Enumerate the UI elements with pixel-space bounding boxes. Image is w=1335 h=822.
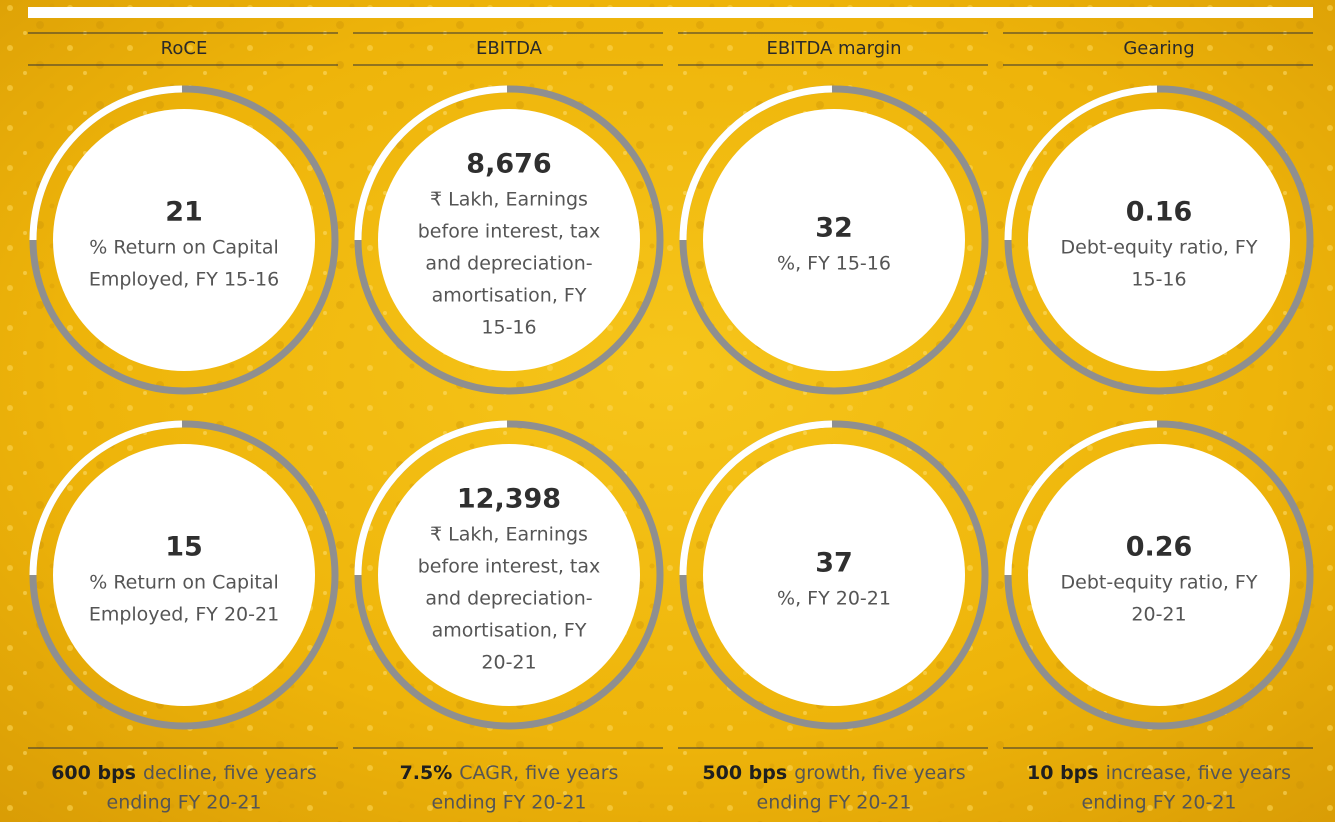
column-header: Gearing [1123, 38, 1194, 59]
metric-value: 0.26 [1126, 532, 1193, 563]
footer-text: CAGR, five years [459, 762, 618, 784]
ring-highlight [29, 420, 183, 576]
footer-bold: 500 bps [702, 762, 787, 784]
footer-line: ending FY 20-21 [432, 792, 587, 814]
metric-description: amortisation, FY [432, 285, 587, 307]
metric-value: 12,398 [457, 484, 561, 515]
ring-highlight [679, 85, 833, 241]
metric-circle [703, 109, 965, 371]
footer-bold: 600 bps [51, 762, 136, 784]
metric-description: ₹ Lakh, Earnings [430, 524, 588, 546]
metric-circle [53, 444, 315, 706]
footer-line: 10 bps increase, five years [1027, 762, 1291, 784]
metric-description: before interest, tax [418, 556, 601, 578]
metric-description: before interest, tax [418, 221, 601, 243]
footer-bold: 10 bps [1027, 762, 1099, 784]
metric-description: and depreciation- [425, 253, 592, 275]
ring-highlight [29, 85, 183, 241]
metric-description: 20-21 [1131, 604, 1186, 626]
metric-description: Debt-equity ratio, FY [1061, 237, 1258, 259]
footer-text: growth, five years [794, 762, 965, 784]
metric-description: Debt-equity ratio, FY [1061, 572, 1258, 594]
metric-description: %, FY 20-21 [777, 588, 891, 610]
footer-line: ending FY 20-21 [757, 792, 912, 814]
footer-line: 7.5% CAGR, five years [400, 762, 619, 784]
metric-value: 8,676 [466, 149, 551, 180]
metric-value: 32 [815, 213, 853, 244]
metric-value: 15 [165, 532, 203, 563]
metric-description: 15-16 [1131, 269, 1186, 291]
ring-highlight [354, 85, 508, 241]
top-bar [28, 7, 1313, 18]
footer-text: increase, five years [1106, 762, 1291, 784]
metric-description: 15-16 [481, 317, 536, 339]
metric-value: 37 [815, 548, 853, 579]
footer-text: decline, five years [143, 762, 317, 784]
metric-description: % Return on Capital [89, 237, 279, 259]
column-header: EBITDA margin [766, 38, 901, 59]
ring-highlight [679, 420, 833, 576]
footer-line: 500 bps growth, five years [702, 762, 965, 784]
metric-description: Employed, FY 20-21 [89, 604, 279, 626]
metric-description: %, FY 15-16 [777, 253, 891, 275]
metric-circle [703, 444, 965, 706]
metric-description: amortisation, FY [432, 620, 587, 642]
column-header: EBITDA [476, 38, 543, 59]
ring-highlight [354, 420, 508, 576]
metric-description: Employed, FY 15-16 [89, 269, 279, 291]
metric-value: 21 [165, 197, 203, 228]
metric-description: % Return on Capital [89, 572, 279, 594]
metric-circle [1028, 444, 1290, 706]
footer-line: ending FY 20-21 [107, 792, 262, 814]
metric-value: 0.16 [1126, 197, 1193, 228]
ring-highlight [1004, 420, 1158, 576]
footer-bold: 7.5% [400, 762, 453, 784]
metric-circle [378, 109, 640, 371]
footer-line: 600 bps decline, five years [51, 762, 317, 784]
metric-circle [1028, 109, 1290, 371]
metric-description: 20-21 [481, 652, 536, 674]
ring-highlight [1004, 85, 1158, 241]
metric-circle [378, 444, 640, 706]
footer-line: ending FY 20-21 [1082, 792, 1237, 814]
metric-description: ₹ Lakh, Earnings [430, 189, 588, 211]
column-header: RoCE [161, 38, 208, 59]
metric-circle [53, 109, 315, 371]
metric-description: and depreciation- [425, 588, 592, 610]
